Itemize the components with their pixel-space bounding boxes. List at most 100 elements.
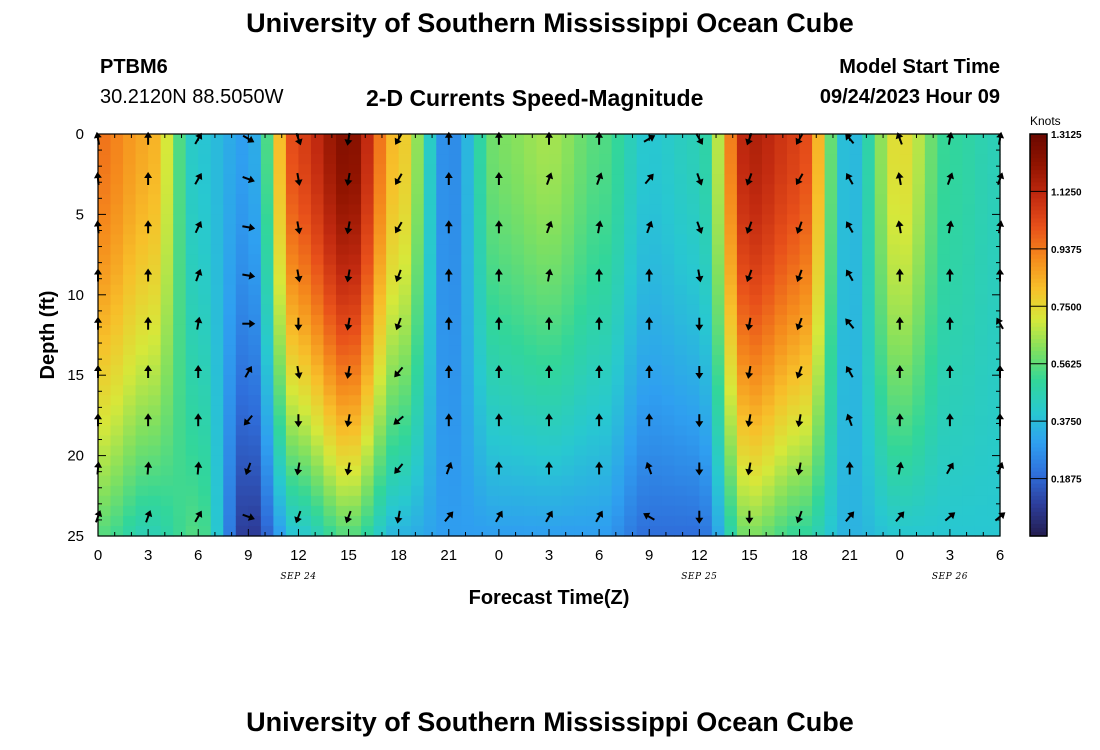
heatmap-cell [661,314,675,326]
heatmap-cell [974,244,989,256]
heatmap-cell [173,224,187,236]
heatmap-cell [787,475,801,487]
heatmap-cell [636,324,650,336]
heatmap-cell [235,375,249,386]
heatmap-cell [761,425,776,437]
heatmap-cell [774,445,788,457]
heatmap-cell [210,324,224,336]
heatmap-cell [323,164,337,175]
heatmap-cell [511,345,525,356]
heatmap-cell [160,485,174,497]
heatmap-cell [148,505,162,517]
heatmap-cell [448,244,462,256]
heatmap-cell [937,214,951,226]
heatmap-cell [874,335,888,346]
heatmap-cell [98,475,112,487]
heatmap-cell [887,314,901,326]
heatmap-cell [336,475,350,487]
heatmap-cell [962,485,976,497]
heatmap-cell [223,455,237,467]
heatmap-cell [987,134,1001,145]
heatmap-cell [962,425,976,437]
x-tick-label: 3 [946,547,954,564]
heatmap-cell [285,465,300,477]
heatmap-cell [336,134,350,145]
current-arrow [946,462,954,475]
heatmap-cell [248,314,262,326]
heatmap-cell [336,515,350,527]
heatmap-cell [862,214,876,226]
current-arrow [695,269,704,283]
heatmap-cell [924,184,938,195]
heatmap-cell [611,274,625,286]
heatmap-cell [549,254,563,266]
heatmap-cell [724,254,738,266]
colorbar-swatch [1030,335,1047,340]
heatmap-cell [423,294,437,306]
heatmap-cell [924,274,938,286]
heatmap-cell [724,194,738,205]
heatmap-cell [198,355,212,366]
heatmap-cell [160,405,174,416]
current-arrow [344,414,353,428]
heatmap-cell [724,324,738,336]
colorbar-swatch [1030,347,1047,352]
heatmap-cell [336,144,350,155]
heatmap-cell [912,375,926,386]
heatmap-cell [135,355,149,366]
heatmap-cell [173,134,187,145]
heatmap-cell [123,455,137,467]
current-arrow [644,173,654,185]
heatmap-cell [749,204,763,215]
heatmap-cell [473,274,487,286]
heatmap-cell [899,475,913,487]
heatmap-cell [987,164,1001,175]
heatmap-cell [574,525,588,537]
heatmap-cell [824,355,838,366]
heatmap-cell [862,294,876,306]
heatmap-cell [498,194,513,205]
heatmap-cell [761,525,776,537]
heatmap-cell [924,284,938,296]
heatmap-cell [599,274,613,286]
heatmap-cell [574,154,588,165]
heatmap-cell [323,495,337,507]
heatmap-cell [511,324,525,336]
heatmap-cell [523,335,538,346]
heatmap-cell [711,415,725,427]
heatmap-cell [498,264,513,276]
heatmap-cell [248,214,262,226]
heatmap-cell [310,505,325,517]
heatmap-cell [874,224,888,236]
heatmap-cell [373,475,387,487]
heatmap-cell [323,294,337,306]
heatmap-cell [310,435,325,447]
heatmap-cell [949,204,964,215]
heatmap-cell [386,314,400,326]
heatmap-cell [899,304,913,316]
heatmap-cell [949,324,964,336]
heatmap-cell [586,244,600,256]
heatmap-cell [749,174,763,185]
heatmap-cell [774,274,788,286]
heatmap-cell [736,154,751,165]
heatmap-cell [398,405,412,416]
heatmap-cell [774,164,788,175]
heatmap-cell [511,284,525,296]
heatmap-cell [561,164,575,175]
heatmap-cell [336,405,350,416]
heatmap-cell [611,515,625,527]
x-tick-label: 3 [144,547,152,564]
heatmap-cell [674,495,688,507]
heatmap-cell [486,465,500,477]
heatmap-cell [248,475,262,487]
date-labels: SEP 24 SEP 25 SEP 26 [280,572,967,582]
heatmap-cell [862,134,876,145]
heatmap-cell [599,294,613,306]
heatmap-cell [223,395,237,406]
heatmap-cell [912,455,926,467]
heatmap-cell [624,425,638,437]
heatmap-cell [185,405,199,416]
heatmap-cell [849,415,863,427]
heatmap-cell [899,134,913,145]
